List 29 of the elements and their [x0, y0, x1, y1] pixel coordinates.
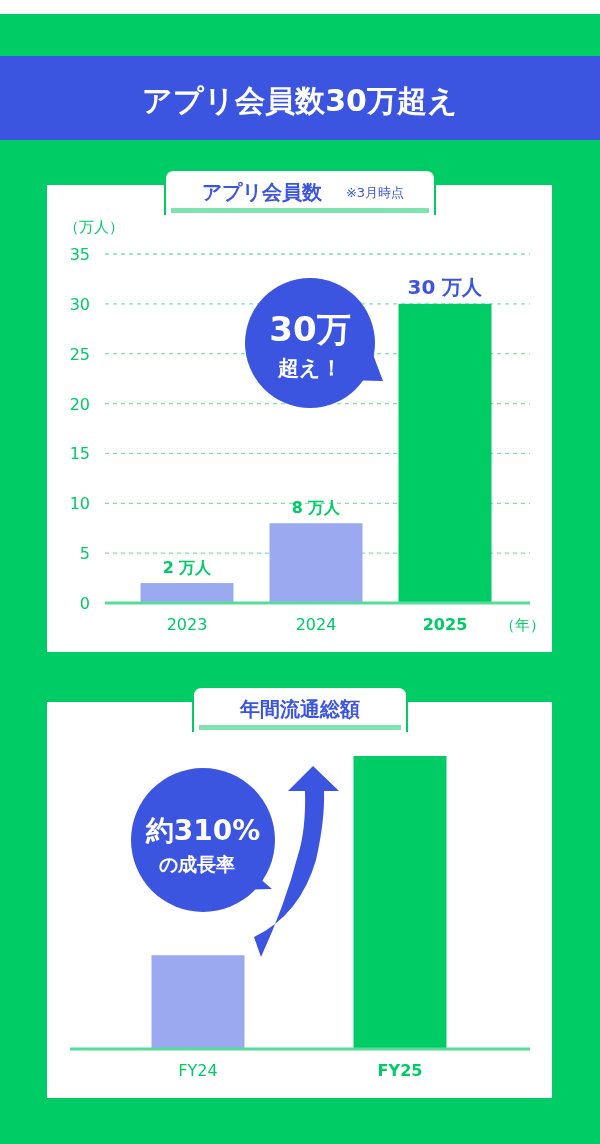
text: ※3月時点 [345, 185, 405, 200]
x-tick-label: 2025 [422, 615, 468, 634]
bar [140, 583, 234, 603]
y-tick-label: 20 [69, 394, 90, 414]
data-label: 30 万人 [407, 274, 484, 299]
x-tick-label: 2023 [166, 615, 208, 634]
x-axis-title: （年） [500, 616, 545, 634]
x-tick-label: FY24 [178, 1061, 218, 1080]
y-tick-label: 15 [69, 444, 90, 464]
y-tick-label: 0 [79, 594, 90, 613]
y-tick-label: 10 [69, 494, 90, 514]
bar [269, 523, 363, 603]
bar [398, 303, 492, 603]
x-tick-label: FY25 [377, 1061, 423, 1080]
y-tick-label: 25 [69, 344, 90, 364]
y-tick-label: 30 [69, 294, 90, 314]
data-label: 8 万人 [291, 498, 342, 518]
data-label: 2 万人 [162, 558, 213, 578]
annotation: 超え！ [277, 356, 342, 380]
y-tick-label: 35 [69, 245, 90, 264]
annotation: 30万 [269, 309, 351, 349]
chart-subtitle: アプリ会員数 [202, 180, 323, 204]
y-tick-label: 5 [79, 544, 90, 564]
chart-title: アプリ会員数30万超え [142, 83, 458, 118]
x-tick-label: 2024 [295, 615, 337, 634]
chart-title: 年間流通総額 [239, 697, 360, 721]
y-axis-title: （万人） [64, 218, 124, 236]
annotation: 約310% [144, 814, 261, 847]
annotation: の成長率 [159, 853, 235, 875]
